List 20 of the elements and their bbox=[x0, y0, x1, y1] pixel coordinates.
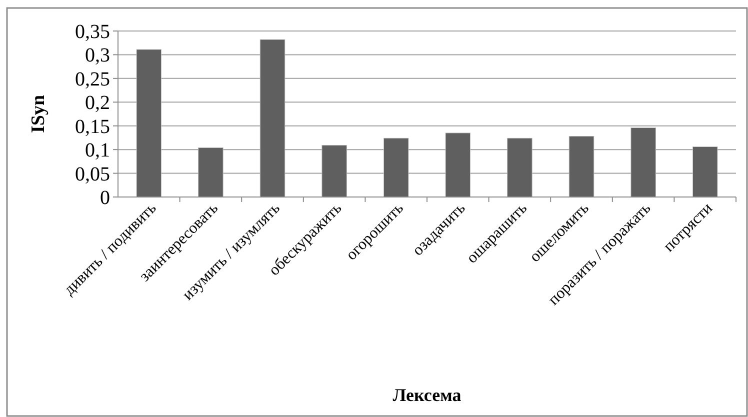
bar bbox=[260, 39, 286, 198]
bar bbox=[692, 146, 718, 198]
y-tick-label: 0,2 bbox=[85, 92, 110, 114]
y-tick-label: 0,3 bbox=[85, 44, 110, 67]
bar bbox=[568, 136, 594, 198]
bar bbox=[136, 49, 162, 198]
bar bbox=[507, 138, 532, 198]
bar bbox=[383, 138, 409, 198]
y-tick-label: 0,15 bbox=[75, 116, 110, 138]
y-axis-title: ISyn bbox=[28, 94, 49, 134]
x-axis-title: Лексема bbox=[392, 385, 462, 405]
y-tick-label: 0,25 bbox=[75, 68, 110, 90]
y-tick-label: 0,35 bbox=[75, 21, 110, 43]
bar bbox=[322, 145, 347, 198]
y-tick-label: 0,1 bbox=[85, 140, 110, 162]
y-tick-label: 0 bbox=[100, 187, 110, 209]
bar bbox=[630, 128, 656, 198]
bar bbox=[198, 147, 224, 198]
bar bbox=[445, 132, 471, 198]
y-tick-label: 0,05 bbox=[75, 163, 110, 186]
